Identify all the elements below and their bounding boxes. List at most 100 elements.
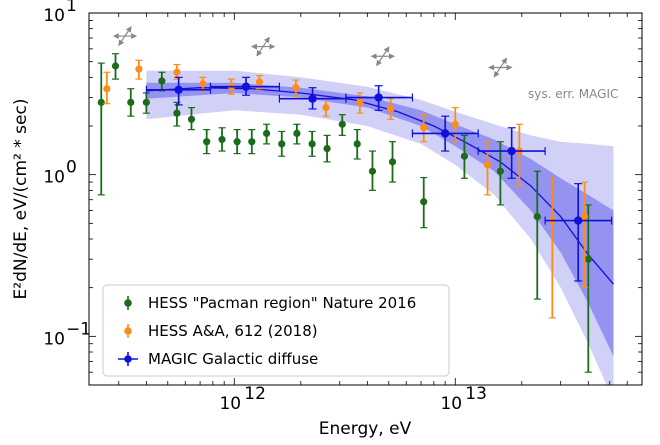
marker [440,129,450,138]
marker [322,103,330,112]
point-0-10 [248,129,256,155]
y-axis-title: E²dN/dE, eV/(cm² * sec) [11,99,31,300]
point-0-2 [127,88,135,117]
point-2-4 [411,115,479,152]
x-axis-ticks: 10 12 10 13 [118,13,643,414]
marker [387,105,395,113]
marker [203,138,211,146]
sys-err-annotation: sys. err. MAGIC [528,87,618,101]
marker [173,68,181,76]
sys-err-arrow-0 [112,26,138,47]
series-0 [97,53,592,373]
marker [199,80,207,88]
point-0-19 [388,141,397,183]
magic-fit-curve [146,87,614,285]
legend-box [102,284,450,377]
flux-shift-arrow [118,26,132,47]
marker [460,152,469,160]
point-1-6 [292,79,300,97]
marker [420,198,428,206]
marker [308,94,317,103]
data-points [97,53,613,373]
sys-err-arrow-1 [250,36,276,57]
point-1-8 [356,92,364,114]
point-0-7 [203,129,211,155]
marker [142,98,150,106]
marker [368,167,377,175]
point-0-23 [533,170,541,300]
series-1 [103,59,589,319]
y-tick-exponent-0: −1 [66,319,91,339]
marker [533,213,541,221]
marker [292,84,300,92]
x-axis-title: Energy, eV [319,419,412,439]
point-0-17 [353,129,361,160]
legend-entry-2: MAGIC Galactic diffuse [118,350,318,368]
point-0-24 [584,204,592,373]
marker [173,109,181,117]
x-tick-label-0: 10 [219,394,241,414]
point-1-3 [199,76,207,92]
marker [241,82,251,91]
y-tick-label-1: 10 [43,168,65,188]
point-0-4 [158,71,166,92]
point-0-15 [323,134,331,163]
marker [388,158,397,166]
point-0-20 [420,176,428,229]
point-1-11 [451,106,459,143]
point-0-0 [97,62,105,196]
sys-err-arrow-3 [488,57,513,78]
marker [187,115,196,123]
marker [573,216,583,225]
marker [97,98,105,106]
marker [483,161,492,169]
marker [420,124,428,132]
sys-err-arrows [112,26,513,78]
y-tick-label-2: 10 [43,6,65,26]
marker [584,255,592,263]
point-0-9 [233,129,241,155]
point-0-6 [187,106,196,131]
point-1-0 [103,71,111,105]
marker [496,167,504,175]
marker [451,120,459,128]
point-0-13 [293,123,301,145]
marker [308,140,316,148]
marker [293,129,301,137]
x-tick-label-1: 10 [440,394,462,414]
y-tick-exponent-2: 1 [66,0,77,16]
point-0-18 [368,150,377,191]
flux-shift-arrow [376,46,390,67]
marker [278,140,286,148]
point-0-11 [262,123,271,145]
legend-label: MAGIC Galactic diffuse [148,350,318,368]
marker [158,77,166,85]
marker [233,138,241,146]
legend-entry-0: HESS "Pacman region" Nature 2016 [124,294,416,312]
legend-label: HESS "Pacman region" Nature 2016 [148,294,416,312]
marker [218,135,226,144]
marker [127,98,135,106]
x-tick-exponent-0: 12 [244,384,266,404]
plot-frame [88,12,643,386]
x-tick-exponent-1: 13 [465,384,487,404]
point-0-22 [496,141,504,206]
magic-fit-curve-group [146,87,614,285]
marker [255,78,264,86]
legend-marker [124,355,132,363]
point-0-16 [338,114,346,136]
series-2 [145,76,613,282]
y-tick-exponent-1: 0 [66,158,77,178]
legend: HESS "Pacman region" Nature 2016 HESS A&A… [102,284,450,377]
marker [507,146,516,156]
marker [262,129,271,137]
point-2-0 [145,76,212,106]
point-1-15 [581,181,589,289]
sys-err-arrow-2 [370,46,396,67]
point-1-9 [387,98,395,120]
point-2-5 [477,127,546,179]
point-2-3 [345,85,414,111]
flux-shift-arrow [493,57,508,78]
